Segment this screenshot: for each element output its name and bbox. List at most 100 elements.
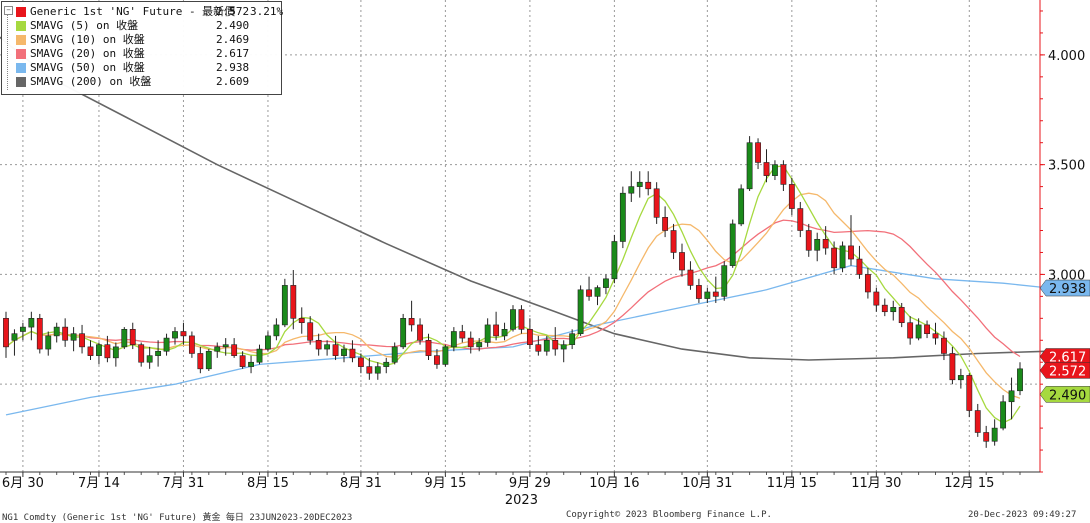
candle-up bbox=[45, 335, 52, 350]
ma-line bbox=[5, 264, 1046, 416]
legend-tree-line bbox=[7, 10, 9, 90]
candle-up bbox=[155, 350, 162, 356]
candle-down bbox=[755, 142, 761, 163]
candle-down bbox=[467, 337, 474, 348]
candle-down bbox=[687, 269, 694, 286]
candle-up bbox=[484, 324, 491, 343]
candle-down bbox=[332, 344, 339, 356]
candle-down bbox=[357, 357, 364, 367]
chart-legend: − Generic 1st 'NG' Future - 最新價 2.572 3.… bbox=[1, 1, 283, 95]
y-tick-label: 4.000 bbox=[1048, 49, 1085, 64]
x-tick-label: 11月 30 bbox=[851, 476, 901, 491]
x-tick-label: 12月 15 bbox=[944, 476, 994, 491]
candle-up bbox=[248, 361, 254, 367]
x-tick-label: 10月 31 bbox=[682, 476, 732, 491]
candle-down bbox=[653, 188, 660, 218]
candle-down bbox=[349, 348, 356, 359]
candle-up bbox=[890, 307, 897, 313]
legend-change: 3.21% bbox=[250, 5, 284, 18]
candle-up bbox=[146, 355, 153, 363]
candle-down bbox=[188, 335, 195, 354]
legend-value: 2.469 bbox=[216, 33, 250, 46]
candle-up bbox=[577, 289, 584, 334]
candle-up bbox=[172, 331, 178, 339]
candle-down bbox=[941, 337, 947, 354]
candle-down bbox=[315, 339, 322, 350]
candle-up bbox=[772, 164, 778, 176]
legend-label: SMAVG (200) on 收盤 bbox=[30, 75, 152, 88]
legend-item-price[interactable]: Generic 1st 'NG' Future - 最新價 2.572 3.21… bbox=[16, 5, 283, 19]
candle-down bbox=[180, 331, 187, 337]
legend-item-smavg-20[interactable]: SMAVG (20) on 收盤 2.617 bbox=[16, 47, 278, 61]
legend-label: SMAVG (50) on 收盤 bbox=[30, 61, 145, 74]
candle-down bbox=[924, 324, 930, 334]
footer-timestamp: 20-Dec-2023 09:49:27 bbox=[968, 510, 1077, 520]
axes: 4.000 3.500 3.000 6月 30 7月 14 7月 31 8月 15 8月 31… bbox=[0, 0, 1085, 508]
x-tick-label: 11月 15 bbox=[767, 476, 817, 491]
legend-value: 2.617 bbox=[216, 47, 250, 60]
candle-down bbox=[662, 217, 669, 231]
candle-up bbox=[628, 186, 635, 194]
candle-up bbox=[265, 335, 271, 350]
value-tag bbox=[1039, 362, 1090, 379]
candle-down bbox=[459, 331, 466, 339]
value-tag-label: 2.572 bbox=[1049, 364, 1086, 379]
candle-down bbox=[695, 285, 702, 299]
value-tag bbox=[1039, 348, 1090, 365]
candle-up bbox=[1000, 401, 1007, 429]
candle-up bbox=[374, 366, 381, 374]
candle-down bbox=[831, 247, 838, 269]
candle-down bbox=[780, 164, 787, 185]
x-year-label: 2023 bbox=[505, 493, 538, 508]
candle-up bbox=[746, 142, 753, 190]
candle-up bbox=[222, 344, 229, 348]
legend-item-smavg-200[interactable]: SMAVG (200) on 收盤 2.609 bbox=[16, 75, 278, 89]
legend-collapse-icon[interactable]: − bbox=[4, 6, 13, 15]
candle-down bbox=[3, 318, 9, 348]
x-tick-label: 9月 29 bbox=[509, 476, 551, 491]
legend-item-smavg-5[interactable]: SMAVG (5) on 收盤 2.490 bbox=[16, 19, 278, 33]
legend-item-smavg-10[interactable]: SMAVG (10) on 收盤 2.469 bbox=[16, 33, 278, 47]
candle-up bbox=[569, 333, 576, 345]
candle-down bbox=[645, 181, 652, 190]
candle-down bbox=[62, 326, 69, 341]
candle-up bbox=[957, 375, 964, 381]
candle-down bbox=[898, 307, 905, 324]
candle-down bbox=[932, 333, 939, 339]
x-tick-label: 7月 31 bbox=[162, 476, 204, 491]
value-tag bbox=[1039, 279, 1090, 297]
candle-down bbox=[197, 353, 204, 370]
candle-up bbox=[11, 333, 18, 341]
candle-up bbox=[19, 326, 26, 332]
legend-swatch bbox=[16, 63, 26, 73]
y-tick-label: 3.500 bbox=[1048, 159, 1085, 174]
candle-up bbox=[341, 348, 347, 356]
candle-down bbox=[873, 291, 880, 306]
candle-down bbox=[586, 289, 592, 297]
candle-down bbox=[679, 252, 685, 271]
candle-up bbox=[991, 427, 998, 442]
candle-up bbox=[383, 361, 390, 367]
candle-down bbox=[881, 304, 888, 313]
candle-down bbox=[129, 329, 136, 345]
candle-down bbox=[290, 285, 297, 319]
candle-up bbox=[256, 348, 263, 363]
candle-down bbox=[138, 344, 145, 363]
legend-swatch bbox=[16, 21, 26, 31]
candle-up bbox=[324, 344, 331, 350]
candle-down bbox=[763, 162, 770, 176]
legend-item-smavg-50[interactable]: SMAVG (50) on 收盤 2.938 bbox=[16, 61, 278, 75]
candle-down bbox=[966, 375, 973, 411]
legend-label: SMAVG (5) on 收盤 bbox=[30, 19, 139, 32]
footer-source: NG1 Comdty (Generic 1st 'NG' Future) 黃金 … bbox=[2, 513, 353, 523]
legend-swatch bbox=[16, 49, 26, 59]
candle-up bbox=[704, 291, 711, 299]
candle-up bbox=[636, 181, 643, 187]
candle-down bbox=[712, 291, 719, 297]
candle-up bbox=[450, 331, 457, 348]
candle-up bbox=[273, 324, 280, 337]
candle-down bbox=[87, 346, 94, 356]
candle-up bbox=[163, 337, 170, 352]
candle-down bbox=[822, 238, 829, 249]
